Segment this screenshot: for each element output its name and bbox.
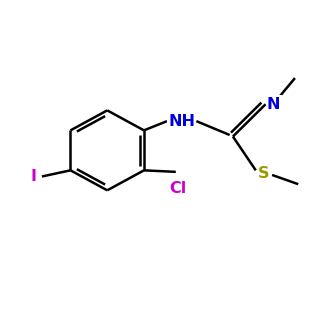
Text: Cl: Cl bbox=[169, 181, 186, 196]
Text: NH: NH bbox=[168, 114, 195, 129]
Text: N: N bbox=[267, 97, 281, 112]
Text: I: I bbox=[31, 169, 37, 184]
Text: S: S bbox=[258, 166, 270, 181]
